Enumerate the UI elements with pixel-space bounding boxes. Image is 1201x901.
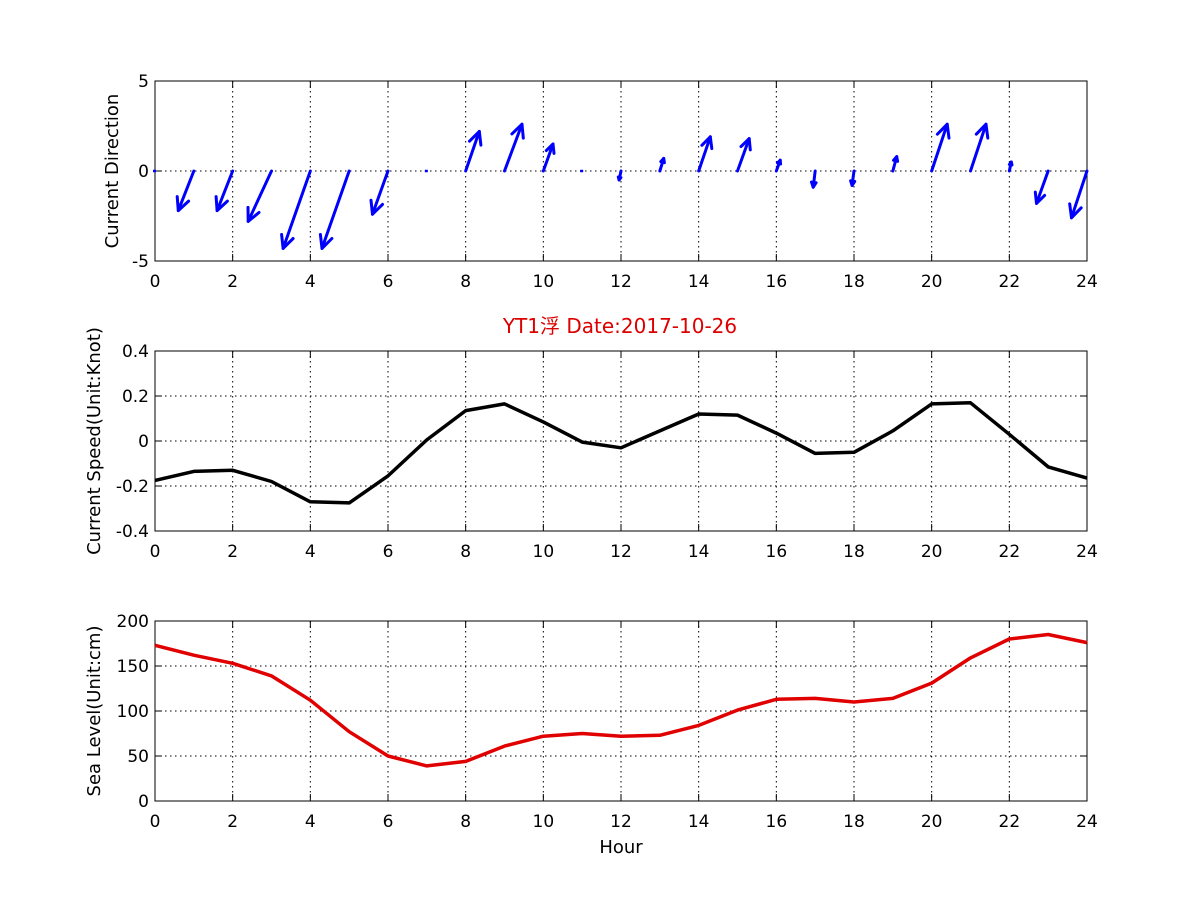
quiver-arrow <box>810 169 818 189</box>
x-tick-label: 10 <box>533 812 555 832</box>
quiver-arrow <box>774 158 783 173</box>
x-tick-label: 0 <box>150 542 161 562</box>
x-tick-label: 24 <box>1076 542 1098 562</box>
quiver-arrow <box>1068 169 1089 220</box>
quiver-arrow <box>503 122 525 173</box>
quiver-arrow <box>658 156 666 173</box>
y-axis-label: Current Direction <box>102 94 123 249</box>
x-tick-label: 10 <box>533 272 555 292</box>
x-tick-label: 10 <box>533 542 555 562</box>
quiver-arrow <box>697 135 714 173</box>
quiver-arrow <box>891 155 900 173</box>
quiver-arrow <box>616 169 623 182</box>
x-tick-label: 2 <box>227 542 238 562</box>
x-tick-label: 18 <box>843 272 865 292</box>
x-tick-label: 20 <box>921 272 943 292</box>
x-tick-label: 18 <box>843 812 865 832</box>
y-tick-label: 0 <box>138 432 149 452</box>
x-tick-label: 12 <box>610 272 632 292</box>
x-tick-label: 0 <box>150 272 161 292</box>
y-tick-label: -0.4 <box>116 522 149 542</box>
x-tick-label: 14 <box>688 812 710 832</box>
quiver-arrow <box>969 122 990 173</box>
figure-title: YT1浮 Date:2017-10-26 <box>502 314 737 338</box>
x-tick-label: 16 <box>766 542 788 562</box>
y-tick-label: 200 <box>117 612 149 632</box>
y-tick-label: 0.2 <box>122 387 149 407</box>
quiver-arrow <box>369 169 390 216</box>
y-tick-label: 50 <box>127 747 149 767</box>
quiver-arrow <box>1007 160 1014 173</box>
quiver-arrow <box>464 129 483 173</box>
y-axis-label: Current Speed(Unit:Knot) <box>84 327 105 555</box>
x-tick-label: 4 <box>305 542 316 562</box>
x-tick-label: 0 <box>150 812 161 832</box>
x-tick-label: 22 <box>999 542 1021 562</box>
series-line <box>154 401 1088 505</box>
quiver-arrow <box>1033 169 1050 205</box>
y-tick-label: 0 <box>138 162 149 182</box>
x-tick-label: 8 <box>460 272 471 292</box>
series-line <box>154 632 1088 768</box>
current-speed-panel: 0 2 4 6 8 10 12 14 16 18 20 22 24-0.4-0.200.20.4Curr… <box>84 327 1098 562</box>
quiver-arrow <box>736 137 752 173</box>
x-axis-label: Hour <box>599 837 643 858</box>
y-tick-label: 0 <box>138 792 149 812</box>
x-tick-label: 20 <box>921 542 943 562</box>
x-tick-label: 22 <box>999 272 1021 292</box>
x-tick-label: 24 <box>1076 812 1098 832</box>
x-tick-label: 16 <box>766 272 788 292</box>
x-tick-label: 12 <box>610 542 632 562</box>
x-tick-label: 6 <box>383 812 394 832</box>
x-tick-label: 22 <box>999 812 1021 832</box>
x-tick-label: 12 <box>610 812 632 832</box>
quiver-arrow <box>280 169 312 250</box>
quiver-arrow <box>930 122 951 173</box>
quiver-arrow <box>175 169 196 213</box>
x-tick-label: 8 <box>460 542 471 562</box>
x-tick-label: 6 <box>383 542 394 562</box>
quiver-arrow <box>541 142 556 173</box>
x-tick-label: 4 <box>305 272 316 292</box>
x-tick-label: 18 <box>843 542 865 562</box>
x-tick-label: 24 <box>1076 272 1098 292</box>
y-tick-label: 100 <box>117 702 149 722</box>
x-tick-label: 20 <box>921 812 943 832</box>
x-tick-label: 8 <box>460 812 471 832</box>
x-tick-label: 2 <box>227 272 238 292</box>
y-axis-label: Sea Level(Unit:cm) <box>84 626 105 797</box>
x-tick-label: 6 <box>383 272 394 292</box>
y-tick-label: -0.2 <box>116 477 149 497</box>
x-tick-label: 14 <box>688 272 710 292</box>
x-tick-label: 14 <box>688 542 710 562</box>
y-tick-label: 150 <box>117 657 149 677</box>
y-tick-label: -5 <box>132 252 149 272</box>
x-tick-label: 4 <box>305 812 316 832</box>
quiver-arrow <box>246 169 273 223</box>
quiver-arrow <box>849 169 857 187</box>
quiver-arrow <box>318 169 351 250</box>
y-tick-label: 0.4 <box>122 342 149 362</box>
x-tick-label: 16 <box>766 812 788 832</box>
x-tick-label: 2 <box>227 812 238 832</box>
quiver-arrow <box>214 169 235 213</box>
y-tick-label: 5 <box>138 72 149 92</box>
